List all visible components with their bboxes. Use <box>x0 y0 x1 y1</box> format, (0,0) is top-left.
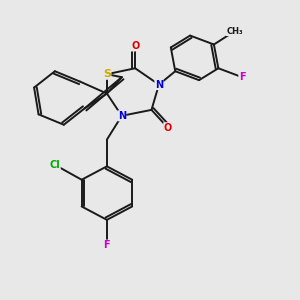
Text: Cl: Cl <box>50 160 60 170</box>
Text: O: O <box>131 41 139 51</box>
Text: O: O <box>164 123 172 133</box>
Text: N: N <box>118 111 126 121</box>
Text: N: N <box>155 80 163 90</box>
Text: S: S <box>103 69 111 79</box>
Text: F: F <box>239 72 245 82</box>
Text: F: F <box>103 240 110 250</box>
Text: CH₃: CH₃ <box>226 27 243 36</box>
